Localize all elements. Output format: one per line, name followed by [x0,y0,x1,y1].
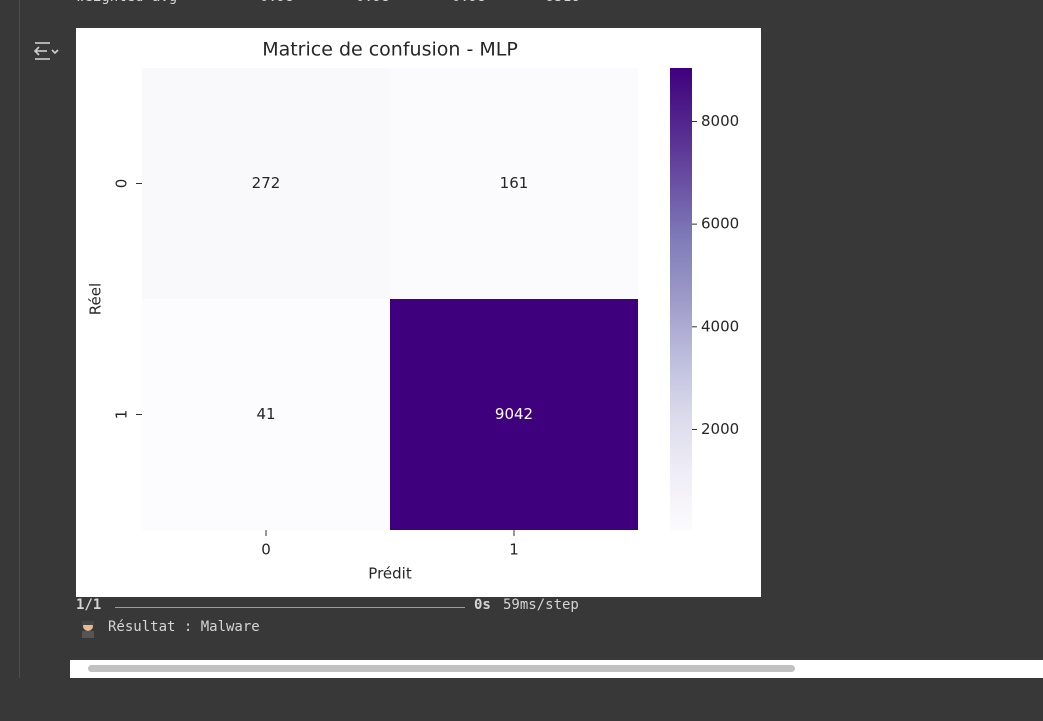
colorbar [670,68,692,530]
cell-label: 41 [256,405,275,423]
colorbar-tick-label: 2000 [701,420,739,438]
report-row: weighted avg 0.98 0.98 0.98 9516 [76,0,580,5]
report-label: weighted avg [76,0,177,5]
output-icon[interactable] [34,40,60,64]
scroll-thumb[interactable] [88,665,795,672]
report-value: 0.98 [260,0,294,5]
colorbar-tick-label: 4000 [701,317,739,335]
scrollbar[interactable] [70,660,1043,678]
cell-label: 272 [252,174,281,192]
progress-rate: 59ms/step [503,597,579,613]
x-tick-label: 0 [261,541,271,559]
chart: Matrice de confusion - MLP Prédit Réel 2… [76,28,761,597]
colorbar-tick-label: 8000 [701,112,739,130]
progress-step: 1/1 [76,597,102,613]
cell-label: 9042 [495,405,533,423]
gutter-line [19,0,20,678]
y-tick-label: 0 [113,179,131,189]
x-axis-label: Prédit [368,565,412,583]
heatmap-cell [390,68,638,299]
y-tick-label: 1 [113,410,131,420]
cell-label: 161 [500,174,529,192]
heatmap-cell [390,299,638,530]
heatmap-cell [142,68,390,299]
report-value: 0.98 [452,0,486,5]
result-icon [82,621,94,638]
report-value: 9516 [546,0,580,5]
y-axis-label: Réel [87,283,105,315]
x-tick-label: 1 [509,541,519,559]
report-value: 0.98 [356,0,390,5]
colorbar-tick-label: 6000 [701,215,739,233]
chart-title: Matrice de confusion - MLP [262,39,518,61]
heatmap-cell [142,299,390,530]
result-text: Résultat : Malware [108,619,260,635]
progress-time: 0s [474,597,491,613]
progress-bar [115,607,465,608]
